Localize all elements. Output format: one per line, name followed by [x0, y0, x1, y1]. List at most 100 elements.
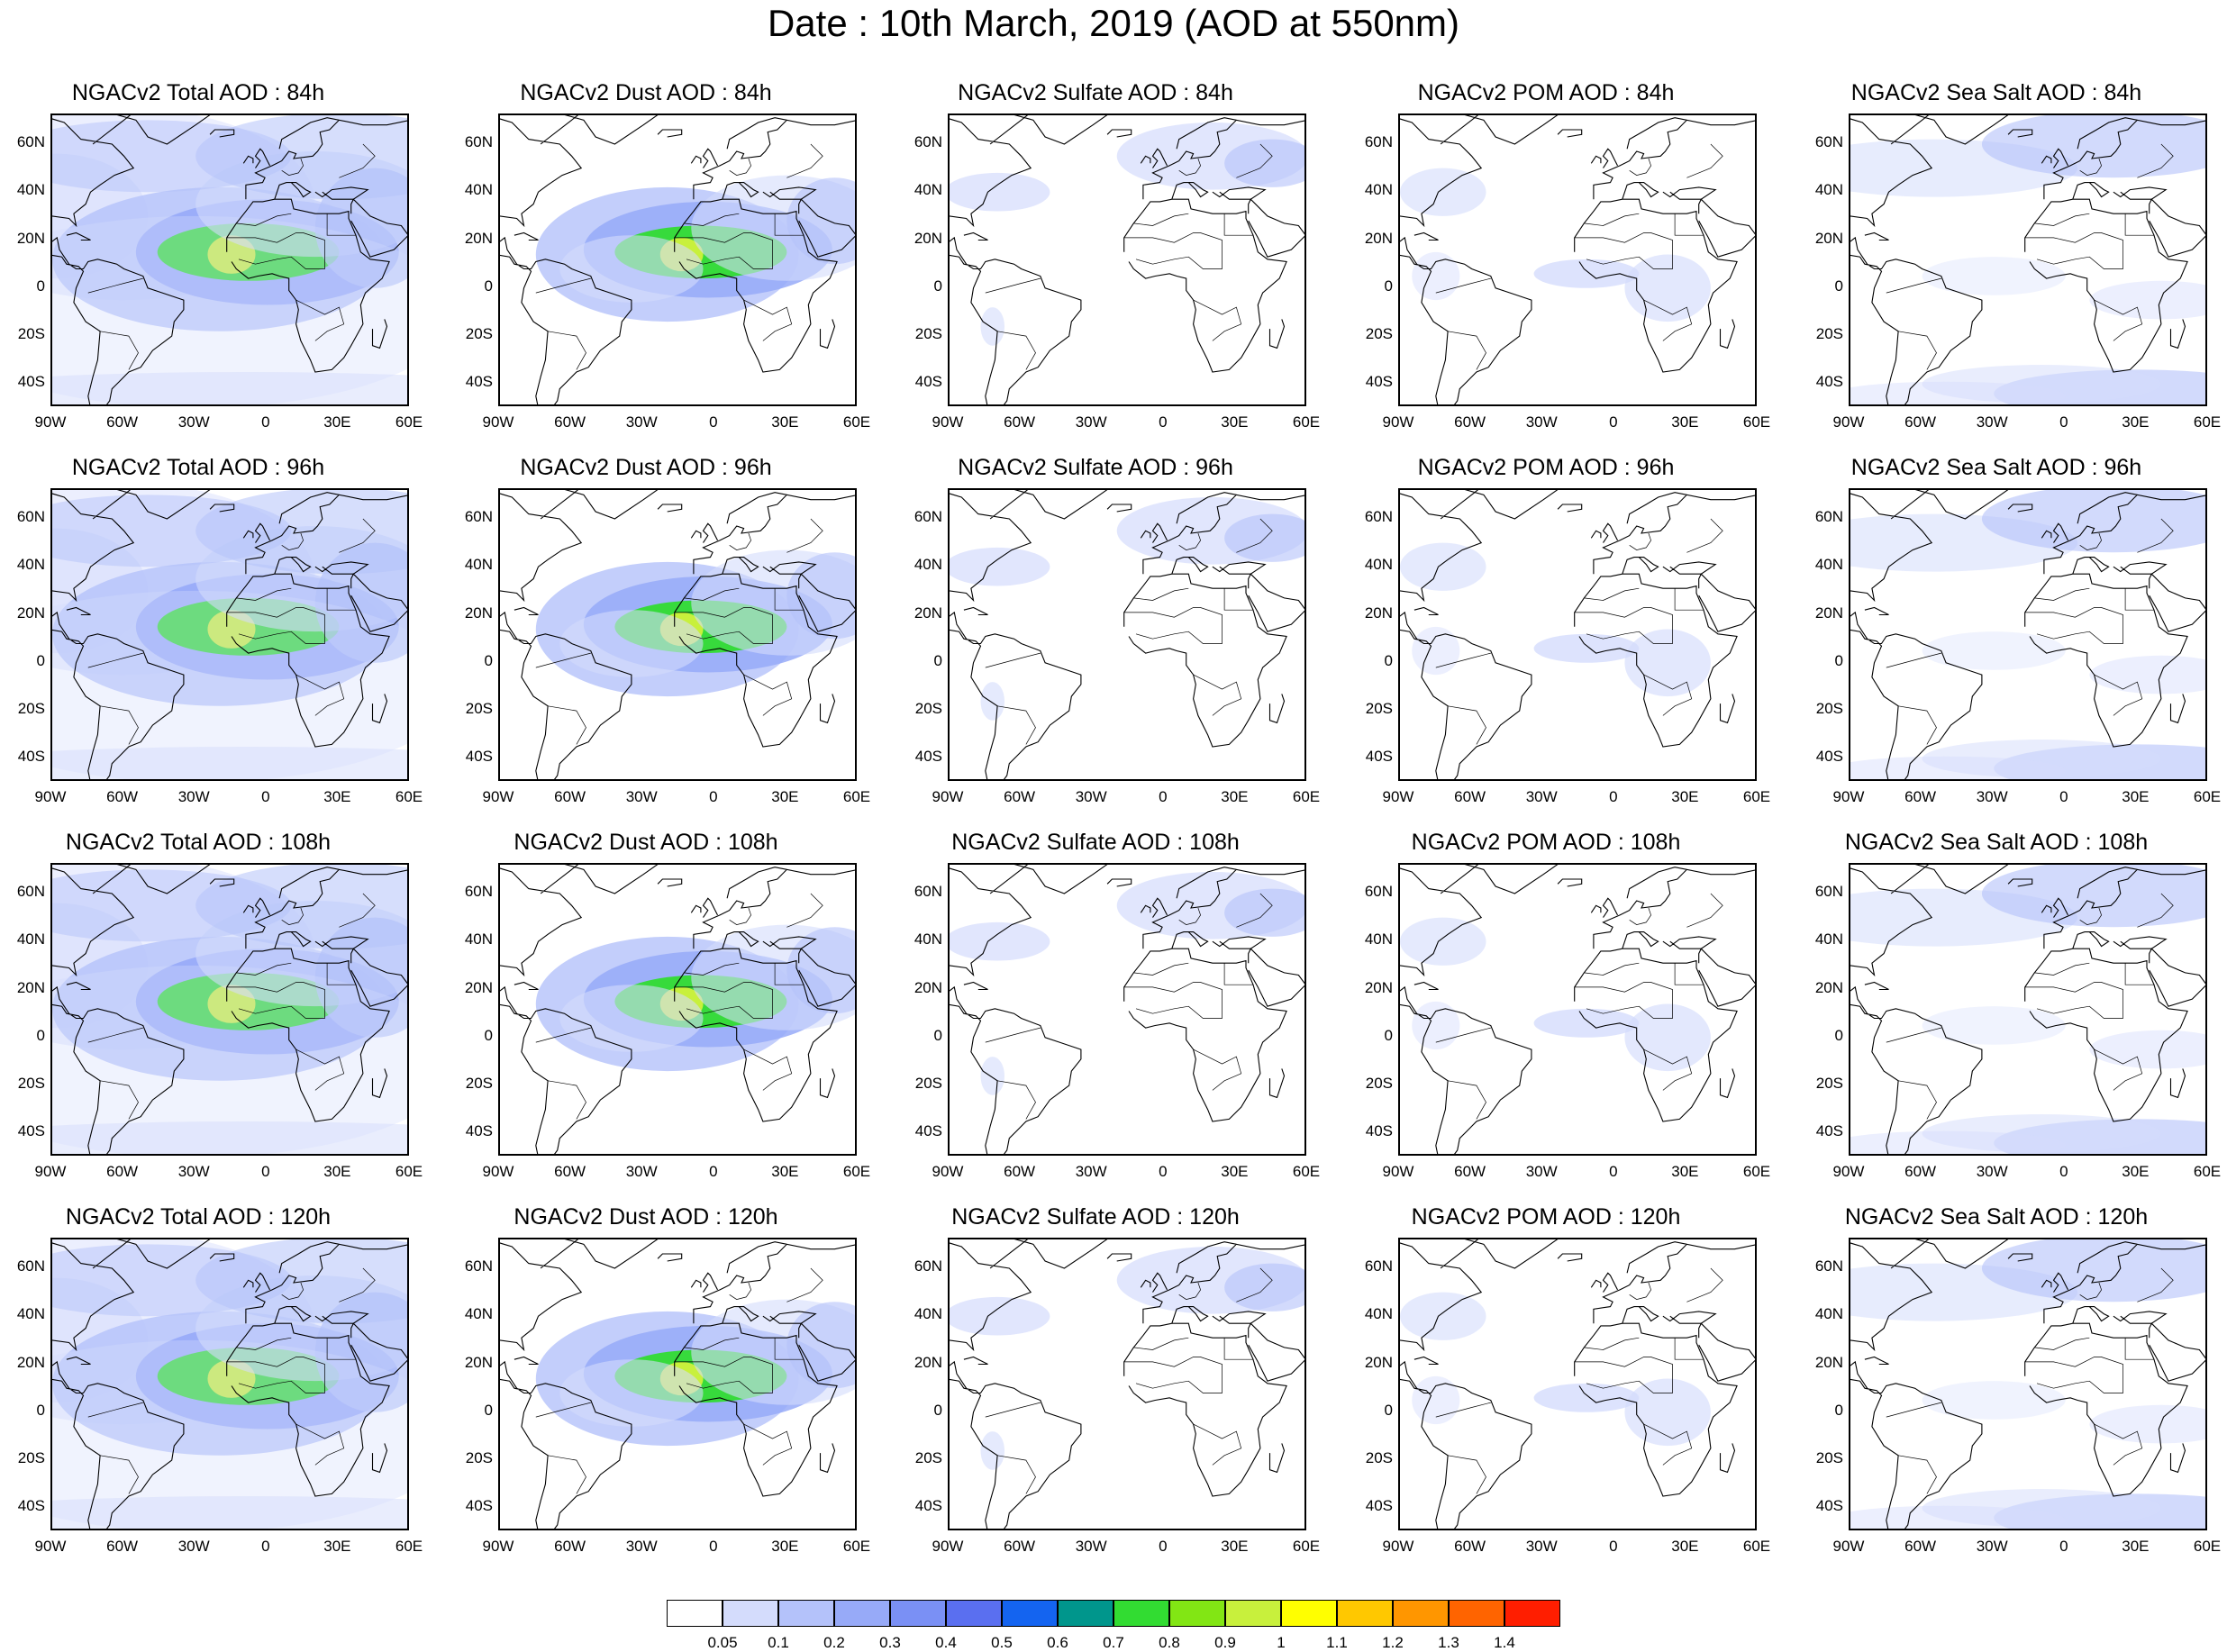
lat-tick-label: 20N	[914, 604, 942, 622]
lat-tick-label: 40N	[1814, 181, 1843, 199]
lon-tick-label: 60E	[1292, 413, 1321, 431]
lon-tick-label: 90W	[1382, 1163, 1414, 1180]
aod-plume	[1412, 1001, 1460, 1050]
aod-map	[1400, 490, 1755, 779]
lat-tick-label: 0	[1384, 1401, 1393, 1419]
lat-tick-label: 20S	[17, 1075, 45, 1093]
lon-tick-label: 60E	[395, 1538, 423, 1555]
aod-plume	[52, 1496, 407, 1529]
panel-title: NGACv2 Total AOD : 84h	[71, 80, 325, 105]
lon-tick-label: 90W	[482, 1163, 514, 1180]
lat-tick-label: 20S	[17, 325, 45, 343]
lon-tick-label: 60E	[1292, 1163, 1321, 1180]
aod-plume	[52, 1121, 407, 1154]
aod-map	[52, 115, 407, 404]
aod-map	[500, 115, 855, 404]
lon-tick-label: 60E	[842, 1538, 871, 1555]
lon-tick-label: 90W	[1832, 413, 1865, 431]
lat-tick-label: 40N	[914, 181, 942, 199]
aod-plume	[1624, 254, 1711, 322]
aod-plume	[1922, 1114, 2161, 1153]
lat-tick-label: 40N	[1364, 181, 1393, 199]
aod-plume	[1981, 865, 2205, 928]
lon-tick-label: 60E	[1292, 1538, 1321, 1555]
lon-tick-label: 30E	[323, 1163, 351, 1180]
lat-tick-label: 20S	[914, 325, 942, 343]
panel-title: NGACv2 Sulfate AOD : 120h	[951, 1204, 1240, 1230]
lat-tick-label: 0	[933, 651, 942, 669]
lat-tick-label: 20N	[1814, 978, 1843, 996]
lat-tick-label: 20S	[914, 700, 942, 718]
lon-tick-label: 0	[709, 1163, 718, 1180]
lon-tick-label: 30W	[177, 1538, 210, 1555]
coastline	[1400, 490, 1755, 779]
coastline	[1400, 115, 1755, 404]
lon-tick-label: 0	[2059, 788, 2068, 805]
map-frame	[1849, 863, 2207, 1156]
lat-tick-label: 40S	[914, 1122, 942, 1140]
colorbar-swatch	[1169, 1600, 1225, 1627]
lat-tick-label: 20N	[914, 229, 942, 247]
lat-tick-label: 40N	[1814, 556, 1843, 574]
aod-plume	[786, 927, 855, 1014]
lon-tick-label: 30W	[1976, 1538, 2008, 1555]
lat-tick-label: 60N	[464, 882, 493, 900]
panel-title: NGACv2 Total AOD : 96h	[71, 455, 325, 480]
lon-tick-label: 90W	[932, 413, 964, 431]
map-panel: NGACv2 Total AOD : 96h 60N 40N 20N 0 20S 40S 90…	[0, 454, 423, 805]
lon-tick-label: 60W	[554, 1538, 586, 1555]
map-frame	[1849, 1238, 2207, 1530]
aod-plume	[950, 547, 1050, 586]
map-panel: NGACv2 Total AOD : 108h 60N 40N 20N 0 20S 40S 9…	[0, 829, 423, 1180]
lat-tick-label: 40N	[1364, 556, 1393, 574]
lat-tick-label: 60N	[16, 132, 45, 150]
panel-title: NGACv2 Sea Salt AOD : 84h	[1850, 80, 2142, 105]
aod-plume	[980, 1057, 1005, 1095]
colorbar-swatch	[834, 1600, 890, 1627]
lat-tick-label: 0	[933, 277, 942, 295]
lon-tick-label: 0	[261, 1163, 270, 1180]
lat-tick-label: 0	[484, 651, 493, 669]
aod-plume	[1624, 1378, 1711, 1447]
lon-tick-label: 30E	[1221, 1163, 1249, 1180]
map-panel: NGACv2 Dust AOD : 108h 60N 40N 20N 0 20S 40S 90…	[448, 829, 870, 1180]
lat-tick-label: 40S	[1365, 748, 1393, 766]
lat-tick-label: 20N	[1364, 1353, 1393, 1371]
country-borders	[535, 518, 823, 745]
lat-tick-label: 40N	[464, 556, 493, 574]
lat-tick-label: 20S	[1815, 1449, 1843, 1467]
lat-tick-label: 0	[1384, 1026, 1393, 1044]
aod-map	[52, 490, 407, 779]
panel-title: NGACv2 Dust AOD : 96h	[520, 455, 772, 480]
colorbar-label: 0.3	[879, 1634, 901, 1651]
lon-tick-label: 60W	[1454, 413, 1486, 431]
lat-tick-label: 0	[36, 1026, 45, 1044]
lon-tick-label: 0	[2059, 1163, 2068, 1180]
country-borders	[87, 143, 376, 370]
lat-tick-label: 40S	[1365, 373, 1393, 391]
lat-tick-label: 60N	[1814, 1257, 1843, 1275]
lat-tick-label: 40S	[1815, 1122, 1843, 1140]
aod-plume	[1624, 1003, 1711, 1072]
map-panel: NGACv2 Total AOD : 120h 60N 40N 20N 0 20S 40S 9…	[0, 1203, 423, 1555]
lon-tick-label: 30W	[1976, 788, 2008, 805]
lon-tick-label: 90W	[482, 788, 514, 805]
lat-tick-label: 40S	[1365, 1122, 1393, 1140]
aod-plume	[1850, 381, 2066, 404]
lon-tick-label: 30E	[1221, 413, 1249, 431]
lat-tick-label: 20N	[1364, 604, 1393, 622]
aod-map	[1850, 490, 2205, 779]
lat-tick-label: 40S	[914, 373, 942, 391]
lon-tick-label: 90W	[932, 1163, 964, 1180]
lon-tick-label: 60W	[554, 1163, 586, 1180]
lon-tick-label: 30E	[323, 413, 351, 431]
panel-title: NGACv2 Sea Salt AOD : 108h	[1844, 830, 2149, 855]
coastline	[950, 1239, 1304, 1529]
lat-tick-label: 20S	[17, 1449, 45, 1467]
aod-map	[52, 1239, 407, 1529]
map-frame	[1398, 1238, 1757, 1530]
lat-tick-label: 0	[933, 1401, 942, 1419]
country-borders	[87, 893, 376, 1120]
lat-tick-label: 40N	[16, 930, 45, 949]
lon-tick-label: 60E	[1742, 413, 1771, 431]
